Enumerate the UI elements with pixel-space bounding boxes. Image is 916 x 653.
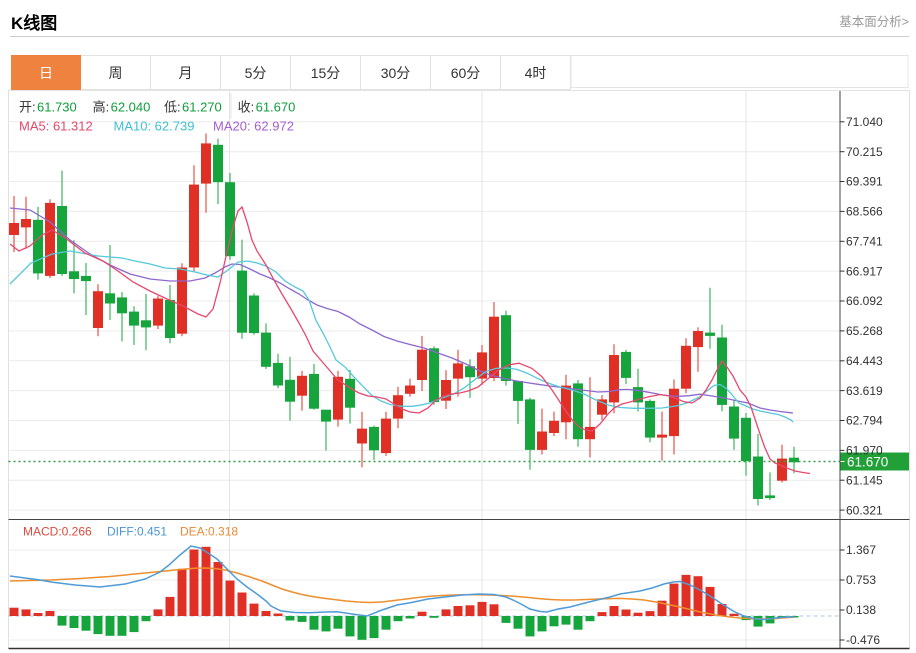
svg-text:70.215: 70.215 — [846, 145, 883, 159]
svg-text:60.321: 60.321 — [846, 503, 883, 517]
svg-text:收:: 收: — [238, 100, 255, 115]
svg-text:MA5: 61.312: MA5: 61.312 — [19, 119, 93, 134]
svg-text:63.619: 63.619 — [846, 384, 883, 398]
svg-text:61.670: 61.670 — [256, 100, 296, 115]
svg-text:DEA:0.318: DEA:0.318 — [180, 525, 238, 539]
svg-text:62.040: 62.040 — [111, 100, 151, 115]
svg-text:-0.476: -0.476 — [846, 633, 880, 647]
svg-text:68.566: 68.566 — [846, 205, 883, 219]
svg-text:61.970: 61.970 — [846, 444, 883, 458]
svg-text:开:: 开: — [19, 100, 36, 115]
svg-text:66.092: 66.092 — [846, 294, 883, 308]
svg-text:61.270: 61.270 — [182, 100, 222, 115]
svg-text:64.443: 64.443 — [846, 354, 883, 368]
svg-text:71.040: 71.040 — [846, 115, 883, 129]
svg-text:高:: 高: — [93, 100, 110, 115]
svg-text:MA20: 62.972: MA20: 62.972 — [213, 119, 294, 134]
svg-text:66.917: 66.917 — [846, 264, 883, 278]
svg-text:0.138: 0.138 — [846, 603, 876, 617]
svg-text:DIFF:0.451: DIFF:0.451 — [107, 525, 167, 539]
svg-text:69.391: 69.391 — [846, 175, 883, 189]
svg-text:低:: 低: — [164, 100, 181, 115]
svg-text:61.145: 61.145 — [846, 473, 883, 487]
svg-text:65.268: 65.268 — [846, 324, 883, 338]
svg-text:MACD:0.266: MACD:0.266 — [23, 525, 92, 539]
svg-text:61.730: 61.730 — [37, 100, 77, 115]
svg-text:67.741: 67.741 — [846, 235, 883, 249]
svg-text:0.753: 0.753 — [846, 573, 876, 587]
svg-text:MA10: 62.739: MA10: 62.739 — [114, 119, 195, 134]
svg-text:61.670: 61.670 — [847, 455, 888, 470]
svg-text:1.367: 1.367 — [846, 543, 876, 557]
svg-text:62.794: 62.794 — [846, 414, 883, 428]
